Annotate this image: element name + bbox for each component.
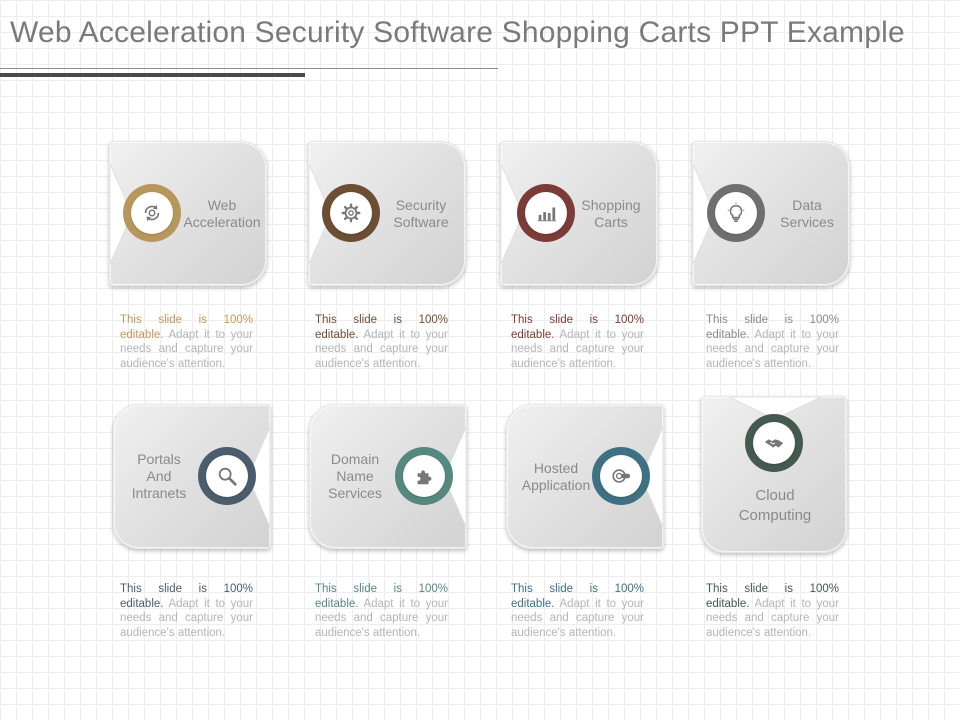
card-cloud-computing: Cloud Computing [701, 396, 847, 553]
card-label: Security Software [393, 197, 449, 230]
gear-icon [341, 203, 361, 223]
icon-ring [745, 414, 803, 472]
card-label: Domain Name Services [328, 451, 382, 501]
description-lead: This slide is 100% editable. [511, 314, 644, 341]
card-notch [501, 164, 523, 264]
card-label: Cloud Computing [738, 487, 812, 524]
card-label: Data Services [780, 197, 834, 230]
cloud-url-icon [612, 469, 631, 483]
card-description: This slide is 100% editable. Adapt it to… [315, 313, 448, 371]
description-body: Adapt it to your needs and capture your … [511, 597, 644, 639]
description-body: Adapt it to your needs and capture your … [511, 328, 644, 370]
description-lead: This slide is 100% editable. [706, 583, 839, 610]
card-domain-name-services: Domain Name Services [309, 404, 467, 549]
lightbulb-icon [727, 202, 745, 222]
description-lead: This slide is 100% editable. [706, 314, 839, 341]
icon-ring [123, 184, 181, 242]
card-label: Hosted Application [521, 460, 591, 493]
card-shopping-carts: Shopping Carts [500, 141, 658, 286]
card-label: Web Acceleration [183, 197, 261, 230]
description-lead: This slide is 100% editable. [315, 314, 448, 341]
description-body: Adapt it to your needs and capture your … [315, 328, 448, 370]
description-lead: This slide is 100% editable. [120, 314, 253, 341]
card-description: This slide is 100% editable. Adapt it to… [706, 582, 839, 640]
description-body: Adapt it to your needs and capture your … [120, 328, 253, 370]
card-label: Shopping Carts [581, 197, 641, 230]
description-body: Adapt it to your needs and capture your … [706, 328, 839, 370]
card-data-services: Data Services [692, 141, 850, 286]
card-portals-and-intranets: Portals And Intranets [113, 404, 271, 549]
card-notch [641, 427, 663, 527]
card-notch [693, 164, 715, 264]
card-description: This slide is 100% editable. Adapt it to… [120, 582, 253, 640]
icon-ring [517, 184, 575, 242]
card-notch [248, 427, 270, 527]
icon-ring [322, 184, 380, 242]
card-hosted-application: Hosted Application [506, 404, 664, 549]
card-notch [729, 397, 821, 419]
card-notch [110, 164, 132, 264]
card-description: This slide is 100% editable. Adapt it to… [315, 582, 448, 640]
description-body: Adapt it to your needs and capture your … [315, 597, 448, 639]
description-body: Adapt it to your needs and capture your … [706, 597, 839, 639]
card-description: This slide is 100% editable. Adapt it to… [511, 313, 644, 371]
card-notch [444, 427, 466, 527]
icon-ring [707, 184, 765, 242]
card-web-acceleration: Web Acceleration [109, 141, 267, 286]
description-body: Adapt it to your needs and capture your … [120, 597, 253, 639]
card-notch [309, 164, 331, 264]
description-lead: This slide is 100% editable. [511, 583, 644, 610]
card-description: This slide is 100% editable. Adapt it to… [511, 582, 644, 640]
card-description: This slide is 100% editable. Adapt it to… [706, 313, 839, 371]
description-lead: This slide is 100% editable. [315, 583, 448, 610]
magnifier-icon [218, 467, 237, 486]
bar-chart-icon [537, 207, 557, 222]
icon-ring [198, 447, 256, 505]
card-description: This slide is 100% editable. Adapt it to… [120, 313, 253, 371]
icon-ring [592, 447, 650, 505]
card-label: Portals And Intranets [131, 451, 187, 501]
description-lead: This slide is 100% editable. [120, 583, 253, 610]
puzzle-icon [417, 470, 432, 485]
refresh-gear-icon [144, 204, 160, 222]
card-security-software: Security Software [308, 141, 466, 286]
title-underline-thick [0, 73, 305, 77]
icon-ring [395, 447, 453, 505]
handshake-icon [764, 439, 784, 448]
title-underline-thin [0, 68, 498, 69]
slide-title: Web Acceleration Security Software Shopp… [10, 16, 905, 49]
